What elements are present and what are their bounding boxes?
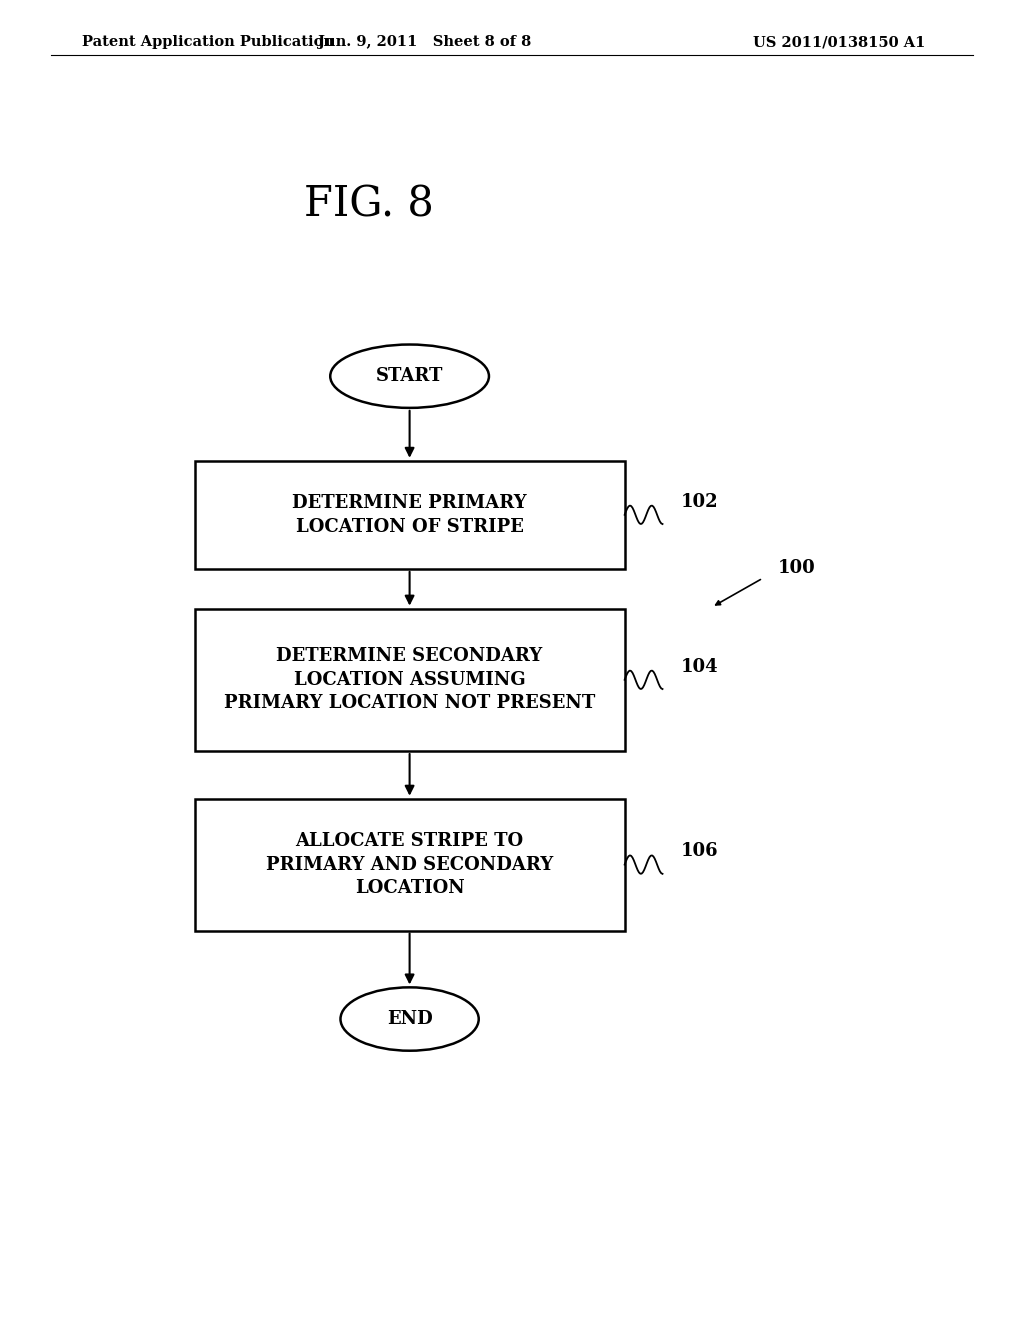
Text: Patent Application Publication: Patent Application Publication <box>82 36 334 49</box>
Text: FIG. 8: FIG. 8 <box>304 183 433 226</box>
Text: END: END <box>387 1010 432 1028</box>
Text: 102: 102 <box>681 492 719 511</box>
Text: Jun. 9, 2011   Sheet 8 of 8: Jun. 9, 2011 Sheet 8 of 8 <box>318 36 531 49</box>
Text: DETERMINE PRIMARY
LOCATION OF STRIPE: DETERMINE PRIMARY LOCATION OF STRIPE <box>292 494 527 536</box>
Text: 100: 100 <box>778 558 816 577</box>
Text: 106: 106 <box>681 842 719 861</box>
Text: DETERMINE SECONDARY
LOCATION ASSUMING
PRIMARY LOCATION NOT PRESENT: DETERMINE SECONDARY LOCATION ASSUMING PR… <box>224 647 595 713</box>
Text: START: START <box>376 367 443 385</box>
Bar <box>195 609 625 751</box>
Bar <box>195 799 625 931</box>
Text: ALLOCATE STRIPE TO
PRIMARY AND SECONDARY
LOCATION: ALLOCATE STRIPE TO PRIMARY AND SECONDARY… <box>266 832 553 898</box>
Bar <box>195 461 625 569</box>
Text: 104: 104 <box>681 657 719 676</box>
Text: US 2011/0138150 A1: US 2011/0138150 A1 <box>754 36 926 49</box>
